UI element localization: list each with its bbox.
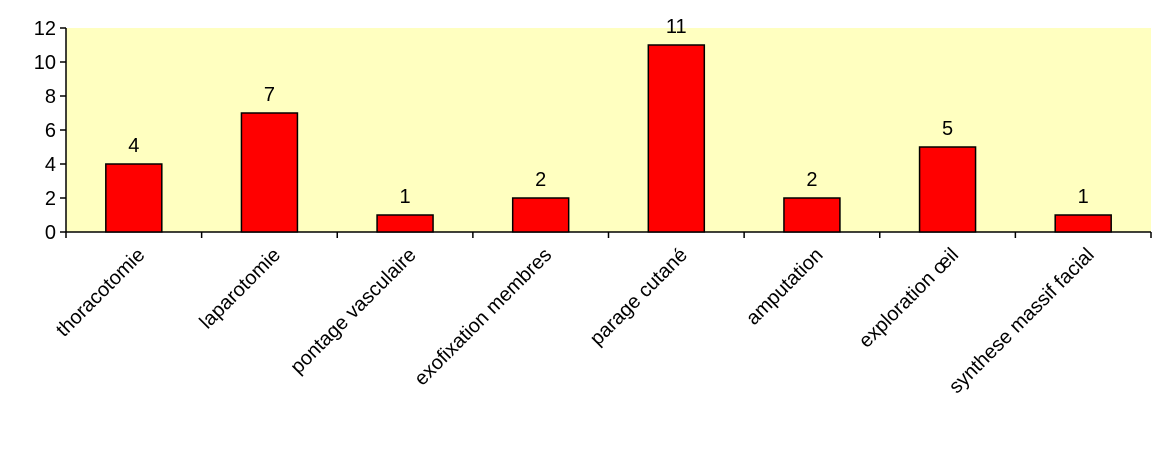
category-label: exploration œil xyxy=(855,244,963,352)
category-label: synthese massif facial xyxy=(945,244,1099,398)
data-label: 5 xyxy=(942,118,953,140)
x-axis xyxy=(65,231,1152,238)
data-labels: 4 7 1 2 11 2 5 1 xyxy=(128,16,1089,208)
bar xyxy=(511,197,570,233)
data-label: 2 xyxy=(535,169,546,191)
bars xyxy=(105,44,1112,233)
category-label: parage cutané xyxy=(586,244,692,350)
category-label: pontage vasculaire xyxy=(286,244,420,378)
category-label: laparotomie xyxy=(196,244,285,333)
bar xyxy=(918,146,977,233)
bar xyxy=(1054,214,1112,233)
bar xyxy=(240,112,299,233)
data-label: 1 xyxy=(1078,186,1089,208)
data-label: 11 xyxy=(666,16,687,38)
y-tick-label: 0 xyxy=(45,222,56,244)
y-tick-label: 8 xyxy=(45,86,56,108)
y-tick-label: 12 xyxy=(34,18,56,40)
category-label: amputation xyxy=(742,244,828,330)
bar xyxy=(783,197,841,233)
bar xyxy=(647,44,706,233)
y-tick-label: 2 xyxy=(45,188,56,210)
bar xyxy=(105,163,163,233)
category-label: exofixation membres xyxy=(410,244,556,390)
data-label: 4 xyxy=(128,135,139,157)
data-label: 2 xyxy=(806,169,817,191)
data-label: 7 xyxy=(264,84,275,106)
y-axis: 0 2 4 6 8 10 12 xyxy=(34,18,67,244)
y-tick-label: 10 xyxy=(34,52,56,74)
category-labels: thoracotomie laparotomie pontage vasculair… xyxy=(52,244,1099,398)
y-tick-label: 6 xyxy=(45,120,56,142)
y-tick-label: 4 xyxy=(45,154,56,176)
data-label: 1 xyxy=(400,186,411,208)
plot-area xyxy=(66,28,1151,232)
category-label: thoracotomie xyxy=(52,244,149,341)
bar xyxy=(376,214,434,233)
